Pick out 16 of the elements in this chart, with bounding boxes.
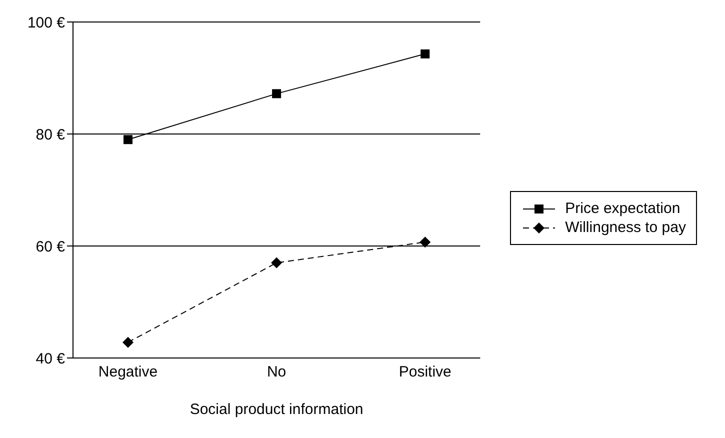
legend-label: Price expectation <box>565 200 680 217</box>
y-tick-label: 100 € <box>27 14 66 32</box>
point <box>271 257 282 268</box>
legend-label: Willingness to pay <box>565 219 686 236</box>
x-axis-title: Social product information <box>190 401 364 418</box>
point <box>124 135 132 144</box>
point <box>122 336 134 348</box>
y-tick-label: 40 € <box>36 350 66 368</box>
y-tick-label: 80 € <box>36 126 66 144</box>
x-tick-label: Negative <box>98 364 158 381</box>
point <box>420 49 430 58</box>
x-tick-label: No <box>266 364 286 381</box>
x-tick-label: Positive <box>398 364 452 381</box>
y-tick-label: 60 € <box>36 238 66 256</box>
point <box>420 236 431 248</box>
point <box>272 89 282 98</box>
